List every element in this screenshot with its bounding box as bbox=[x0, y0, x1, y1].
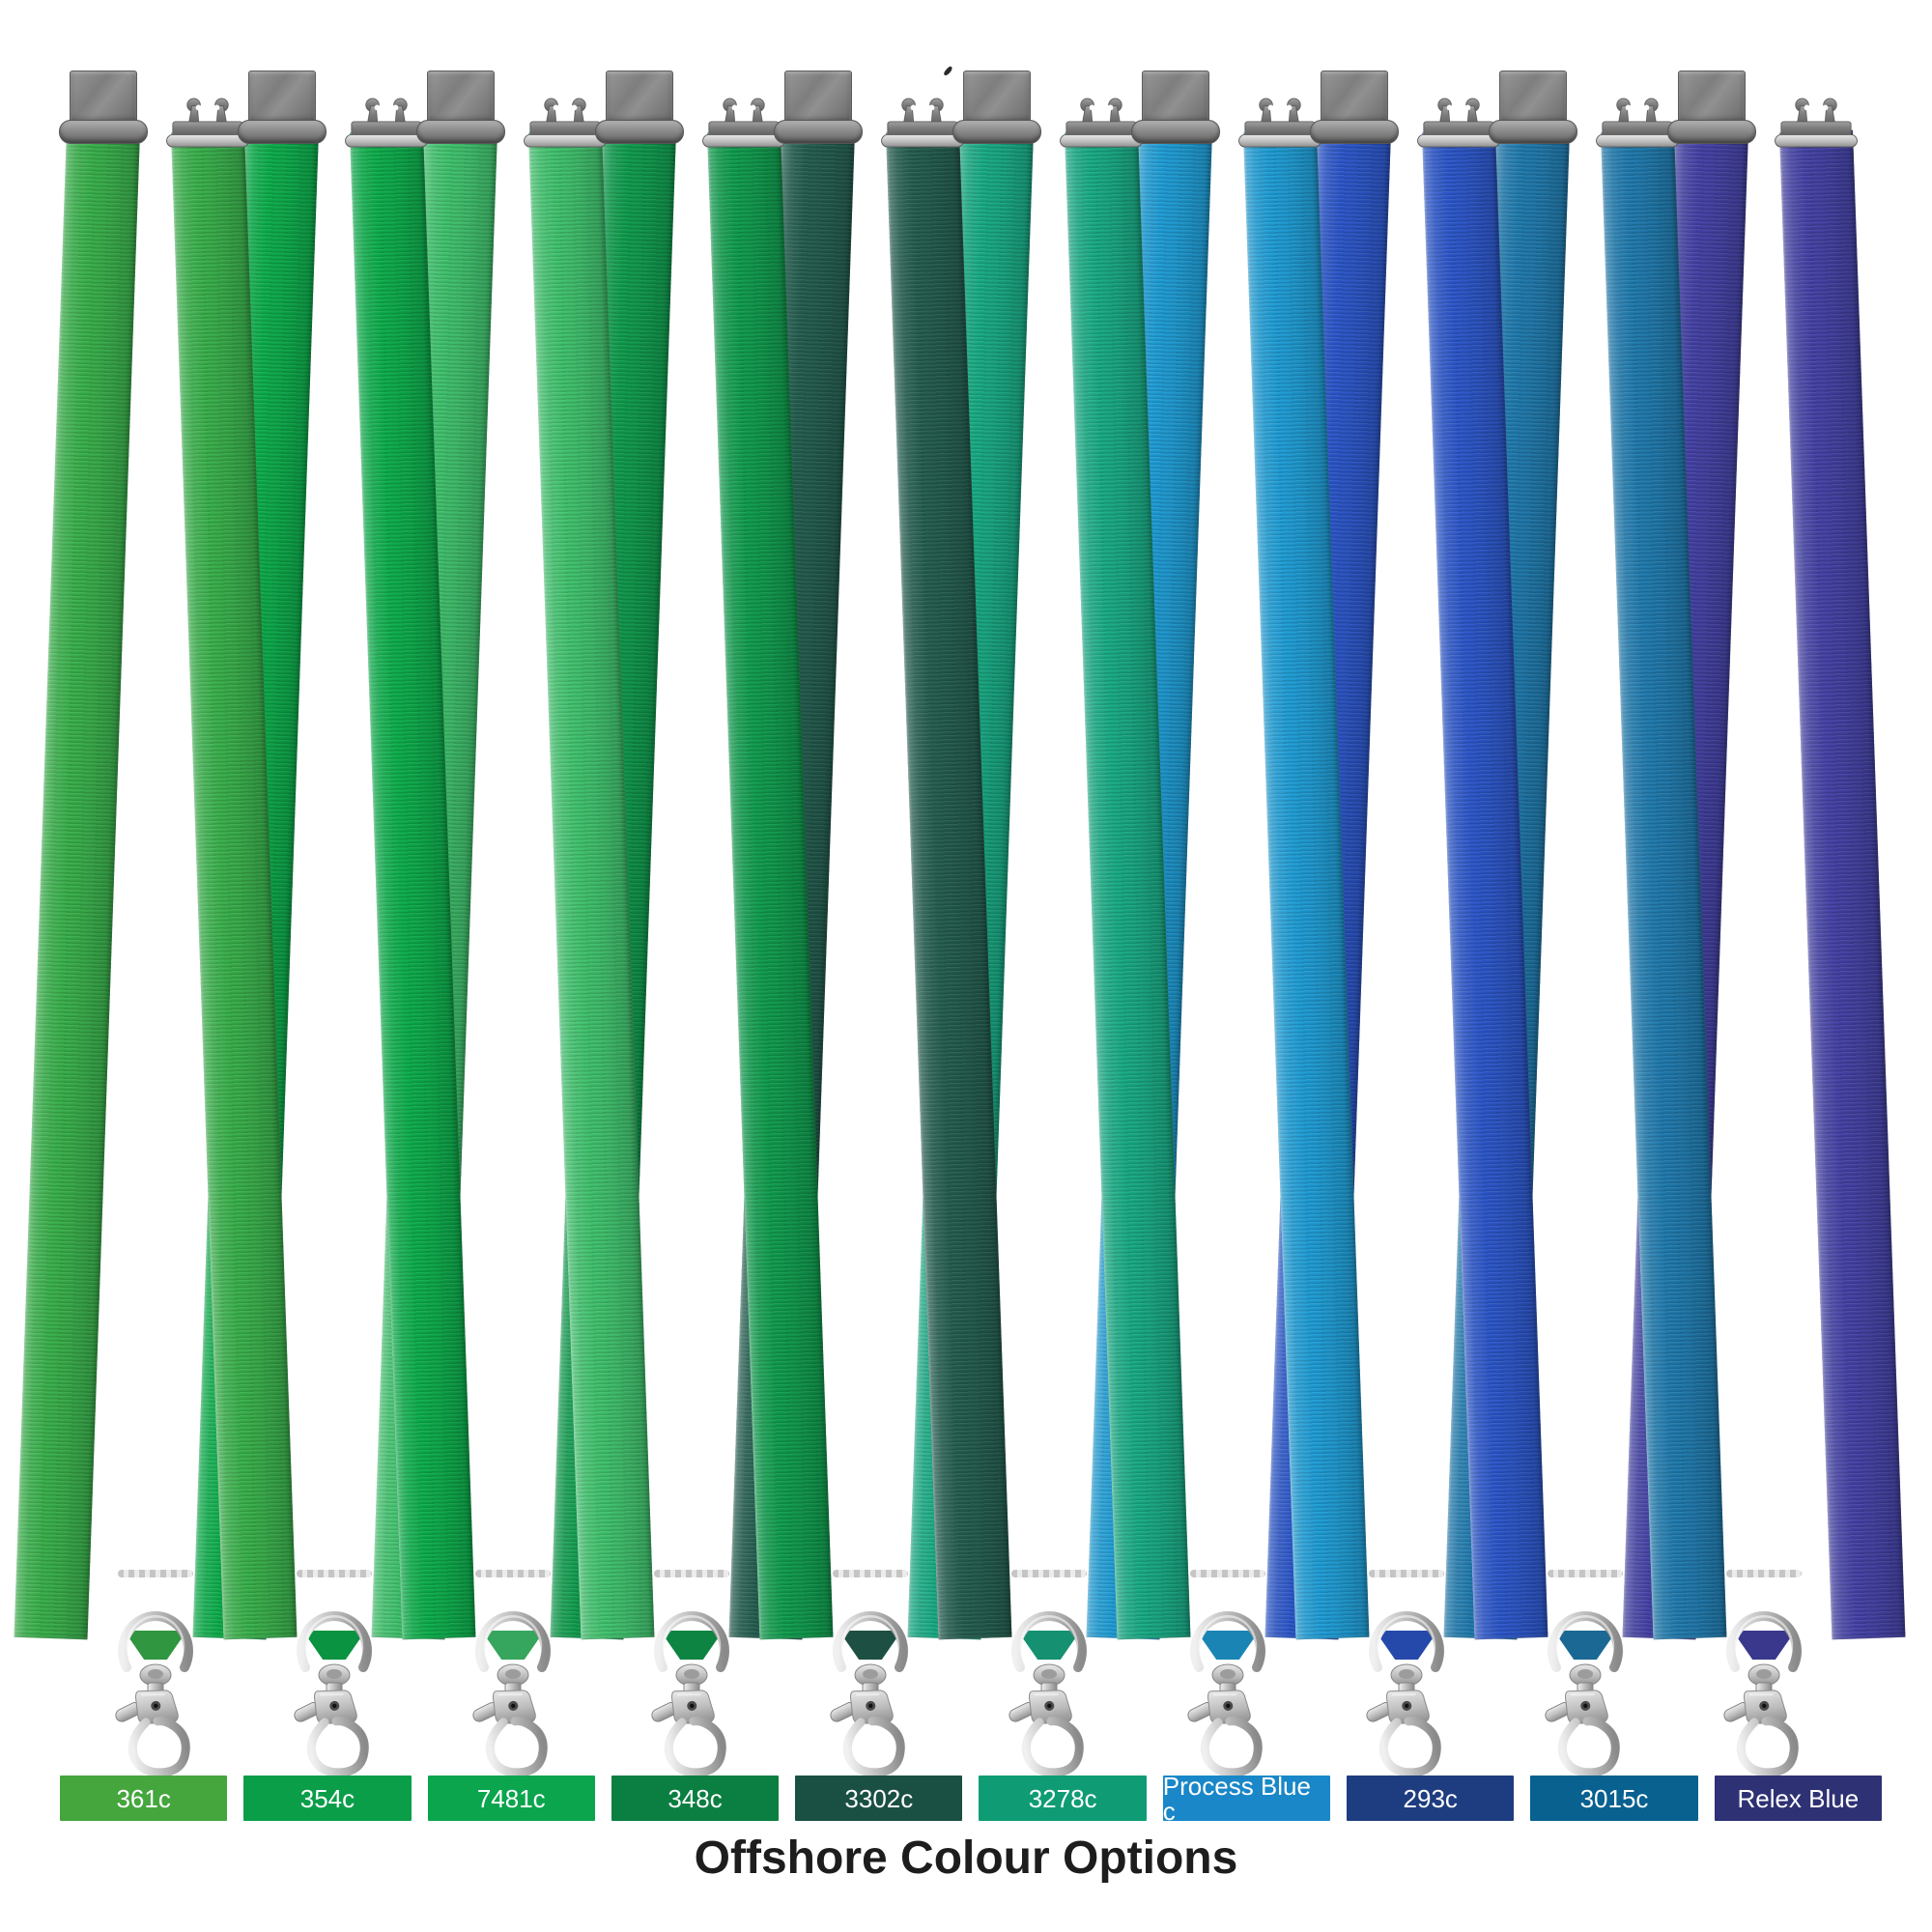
colour-swatch-361c: 361c bbox=[60, 1776, 228, 1821]
lanyard-3278c bbox=[907, 58, 1191, 1797]
stitch-band bbox=[118, 1570, 193, 1577]
metal-crimp-collar bbox=[774, 120, 863, 144]
page-title: Offshore Colour Options bbox=[694, 1833, 1238, 1884]
metal-crimp-plate bbox=[606, 71, 673, 124]
colour-swatch-3278c: 3278c bbox=[979, 1776, 1147, 1821]
lanyard-293c bbox=[1264, 58, 1548, 1797]
lobster-clasp-icon bbox=[472, 1611, 551, 1776]
metal-crimp-plate bbox=[427, 71, 495, 124]
stitch-band bbox=[297, 1570, 372, 1577]
colour-swatch-label: 354c bbox=[299, 1783, 355, 1813]
stitch-band bbox=[1190, 1570, 1265, 1577]
breakaway-clip-icon bbox=[881, 98, 964, 148]
colour-swatch-7481c: 7481c bbox=[427, 1776, 595, 1821]
lobster-clasp-icon bbox=[651, 1611, 729, 1776]
colour-swatch-293c: 293c bbox=[1347, 1776, 1515, 1821]
metal-crimp-collar bbox=[952, 120, 1041, 144]
strap-left bbox=[14, 129, 140, 1640]
breakaway-clip-icon bbox=[524, 98, 607, 148]
colour-swatch-label: 348c bbox=[668, 1783, 723, 1813]
lobster-clasp-icon bbox=[1187, 1611, 1265, 1776]
lanyard-354c bbox=[192, 58, 476, 1797]
colour-swatch-label: 7481c bbox=[476, 1783, 546, 1813]
breakaway-clip-icon bbox=[345, 98, 428, 148]
lobster-clasp-icon bbox=[115, 1611, 193, 1776]
lobster-clasp-icon bbox=[1009, 1611, 1087, 1776]
breakaway-clip-icon bbox=[1417, 98, 1500, 148]
stitch-band bbox=[654, 1570, 729, 1577]
metal-crimp-collar bbox=[595, 120, 684, 144]
breakaway-clip-icon bbox=[1238, 98, 1321, 148]
stitch-band bbox=[1726, 1570, 1802, 1577]
lanyard-3015c bbox=[1443, 58, 1727, 1797]
strap-right bbox=[1779, 129, 1906, 1640]
colour-swatch-label: 3278c bbox=[1028, 1783, 1097, 1813]
metal-crimp-collar bbox=[1667, 120, 1756, 144]
colour-swatch-label: 293c bbox=[1403, 1783, 1458, 1813]
metal-crimp-collar bbox=[416, 120, 505, 144]
colour-swatch-process-blue-c: Process Blue c bbox=[1162, 1771, 1331, 1826]
lobster-clasp-icon bbox=[294, 1611, 372, 1776]
metal-crimp-collar bbox=[1310, 120, 1399, 144]
colour-swatch-row: 361c 354c 7481c 348c 3302c 3278c Process… bbox=[60, 1771, 1882, 1826]
metal-crimp-plate bbox=[1142, 71, 1209, 124]
stitch-band bbox=[833, 1570, 908, 1577]
colour-swatch-label: Relex Blue bbox=[1737, 1783, 1860, 1813]
lanyard-process-blue-c bbox=[1086, 58, 1370, 1797]
stitch-band bbox=[1369, 1570, 1444, 1577]
metal-crimp-collar bbox=[1131, 120, 1220, 144]
breakaway-clip-icon bbox=[1775, 98, 1858, 148]
metal-crimp-collar bbox=[59, 120, 148, 144]
lobster-clasp-icon bbox=[830, 1611, 908, 1776]
lobster-clasp-icon bbox=[1723, 1611, 1802, 1776]
colour-swatch-label: 361c bbox=[116, 1783, 171, 1813]
colour-swatch-label: Process Blue c bbox=[1162, 1771, 1311, 1826]
lanyard-361c bbox=[14, 58, 298, 1797]
lanyard-348c bbox=[550, 58, 834, 1797]
metal-crimp-plate bbox=[1321, 71, 1388, 124]
colour-swatch-relex-blue: Relex Blue bbox=[1714, 1776, 1882, 1821]
metal-crimp-plate bbox=[248, 71, 316, 124]
breakaway-clip-icon bbox=[1596, 98, 1679, 148]
metal-crimp-plate bbox=[784, 71, 852, 124]
stitch-band bbox=[475, 1570, 551, 1577]
colour-swatch-3015c: 3015c bbox=[1530, 1776, 1698, 1821]
lanyard-relex-blue bbox=[1622, 58, 1906, 1797]
colour-swatch-354c: 354c bbox=[243, 1776, 412, 1821]
metal-crimp-collar bbox=[238, 120, 327, 144]
metal-crimp-plate bbox=[1678, 71, 1746, 124]
metal-crimp-plate bbox=[70, 71, 137, 124]
stitch-band bbox=[1011, 1570, 1087, 1577]
metal-crimp-collar bbox=[1489, 120, 1577, 144]
breakaway-clip-icon bbox=[166, 98, 249, 148]
stitch-band bbox=[1548, 1570, 1623, 1577]
lanyard-3302c bbox=[728, 58, 1012, 1797]
lanyard-7481c bbox=[371, 58, 655, 1797]
metal-crimp-plate bbox=[963, 71, 1031, 124]
colour-swatch-3302c: 3302c bbox=[795, 1776, 963, 1821]
colour-swatch-label: 3015c bbox=[1579, 1783, 1649, 1813]
lobster-clasp-icon bbox=[1366, 1611, 1444, 1776]
metal-crimp-plate bbox=[1499, 71, 1567, 124]
colour-swatch-348c: 348c bbox=[611, 1776, 780, 1821]
lobster-clasp-icon bbox=[1545, 1611, 1623, 1776]
colour-swatch-label: 3302c bbox=[844, 1783, 914, 1813]
